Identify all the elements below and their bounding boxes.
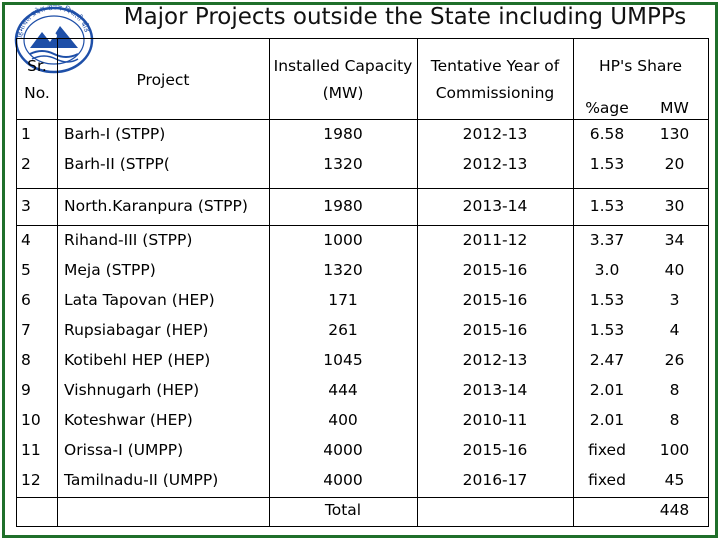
cell-pct: 1.53 [589,197,625,215]
cell-mw: 20 [664,155,685,173]
page-title: Major Projects outside the State includi… [123,4,687,30]
cell-project: Kotibehl HEP (HEP) [64,351,211,369]
board-logo: हिमाचल प्रदेश राज्य बिजली बोर्ड [14,3,94,74]
projects-table: Sr. No. Project Installed Capacity (MW) … [16,38,709,527]
cell-pct: 6.58 [589,125,625,143]
cell-capacity: 261 [328,321,358,339]
header-share-mw: MW [660,99,689,117]
cell-mw: 130 [659,125,690,143]
total-mw: 448 [659,501,690,519]
cell-project: Koteshwar (HEP) [64,411,193,429]
cell-project: Rupsiabagar (HEP) [64,321,209,339]
cell-mw: 8 [669,381,680,399]
cell-capacity: 4000 [323,441,363,459]
cell-year: 2015-16 [462,291,528,309]
cell-year: 2015-16 [462,441,528,459]
header-hp-share: HP's Share [599,57,682,75]
cell-mw: 26 [664,351,685,369]
cell-sr: 10 [21,411,41,429]
cell-year: 2013-14 [462,197,528,215]
cell-project: Tamilnadu-II (UMPP) [64,471,219,489]
cell-year: 2012-13 [462,155,528,173]
cell-pct: fixed [588,471,626,489]
cell-capacity: 1000 [323,231,363,249]
cell-mw: 8 [669,411,680,429]
cell-pct: fixed [588,441,626,459]
header-capacity: Installed Capacity (MW) [273,57,413,102]
cell-project: Meja (STPP) [64,261,156,279]
cell-capacity: 1320 [323,155,363,173]
cell-mw: 3 [669,291,680,309]
header-project: Project [136,71,190,89]
cell-project: Orissa-I (UMPP) [64,441,184,459]
cell-sr: 2 [21,155,31,173]
cell-sr: 5 [21,261,31,279]
cell-project: Barh-II (STPP( [64,155,170,173]
cell-year: 2012-13 [462,125,528,143]
cell-capacity: 444 [328,381,358,399]
cell-year: 2010-11 [462,411,528,429]
cell-project: Rihand-III (STPP) [64,231,193,249]
cell-sr: 7 [21,321,31,339]
cell-pct: 2.01 [589,381,625,399]
cell-capacity: 1045 [323,351,363,369]
cell-year: 2013-14 [462,381,528,399]
cell-mw: 100 [659,441,690,459]
cell-sr: 11 [21,441,41,459]
cell-mw: 40 [664,261,685,279]
cell-sr: 1 [21,125,31,143]
cell-year: 2012-13 [462,351,528,369]
cell-pct: 3.37 [589,231,625,249]
cell-sr: 3 [21,197,31,215]
cell-project: Lata Tapovan (HEP) [64,291,215,309]
cell-mw: 34 [664,231,685,249]
cell-capacity: 1320 [323,261,363,279]
cell-pct: 3.0 [594,261,620,279]
cell-year: 2016-17 [462,471,528,489]
cell-sr: 9 [21,381,31,399]
cell-project: North.Karanpura (STPP) [64,197,248,215]
cell-pct: 1.53 [589,321,625,339]
cell-mw: 4 [669,321,680,339]
cell-sr: 4 [21,231,31,249]
cell-mw: 45 [664,471,685,489]
cell-sr: 12 [21,471,41,489]
header-year: Tentative Year of Commissioning [430,57,560,102]
cell-year: 2015-16 [462,261,528,279]
cell-capacity: 1980 [323,125,363,143]
cell-capacity: 1980 [323,197,363,215]
total-label: Total [324,501,362,519]
cell-capacity: 400 [328,411,358,429]
cell-sr: 6 [21,291,31,309]
cell-pct: 1.53 [589,155,625,173]
cell-pct: 1.53 [589,291,625,309]
header-share-pct: %age [585,99,629,117]
cell-pct: 2.01 [589,411,625,429]
cell-year: 2011-12 [462,231,528,249]
cell-year: 2015-16 [462,321,528,339]
cell-project: Vishnugarh (HEP) [64,381,200,399]
header-sr-no: Sr. No. [24,57,50,102]
cell-sr: 8 [21,351,31,369]
cell-capacity: 4000 [323,471,363,489]
cell-mw: 30 [664,197,685,215]
cell-pct: 2.47 [589,351,625,369]
cell-capacity: 171 [328,291,358,309]
cell-project: Barh-I (STPP) [64,125,166,143]
